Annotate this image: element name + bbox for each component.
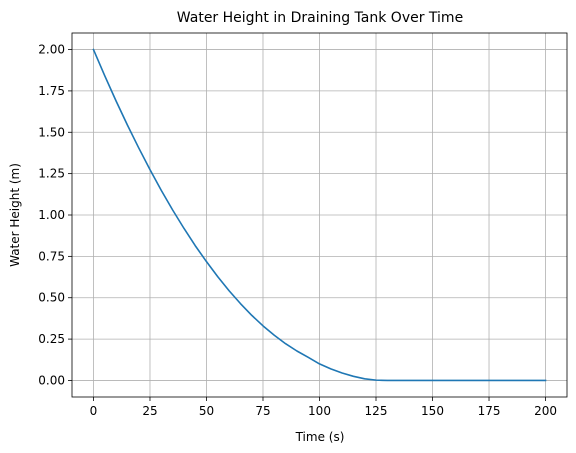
x-tick-label: 175 <box>478 404 501 418</box>
y-tick-label: 0.25 <box>38 332 65 346</box>
y-tick-label: 1.50 <box>38 125 65 139</box>
y-axis-label: Water Height (m) <box>8 163 22 267</box>
y-tick-label: 0.75 <box>38 249 65 263</box>
series-line <box>92 48 547 382</box>
y-axis: 0.00 0.25 0.50 0.75 1.00 1.25 1.50 1.75 2.00 <box>38 43 72 387</box>
x-tick-label: 150 <box>421 404 444 418</box>
y-tick-label: 0.50 <box>38 291 65 305</box>
chart-title: Water Height in Draining Tank Over Time <box>177 10 463 26</box>
x-tick-label: 125 <box>365 404 388 418</box>
x-tick-label: 25 <box>142 404 157 418</box>
y-tick-label: 1.75 <box>38 84 65 98</box>
series-layer <box>92 48 547 382</box>
x-tick-label: 75 <box>255 404 270 418</box>
x-tick-label: 200 <box>534 404 557 418</box>
x-axis: 0 25 50 75 100 125 150 175 200 <box>90 397 557 418</box>
x-tick-label: 100 <box>308 404 331 418</box>
y-tick-label: 2.00 <box>38 43 65 57</box>
x-axis-label: Time (s) <box>295 430 345 444</box>
y-tick-label: 1.25 <box>38 167 65 181</box>
y-tick-label: 1.00 <box>38 208 65 222</box>
x-tick-label: 0 <box>90 404 98 418</box>
y-tick-label: 0.00 <box>38 373 65 387</box>
x-tick-label: 50 <box>199 404 214 418</box>
grid <box>72 33 567 397</box>
